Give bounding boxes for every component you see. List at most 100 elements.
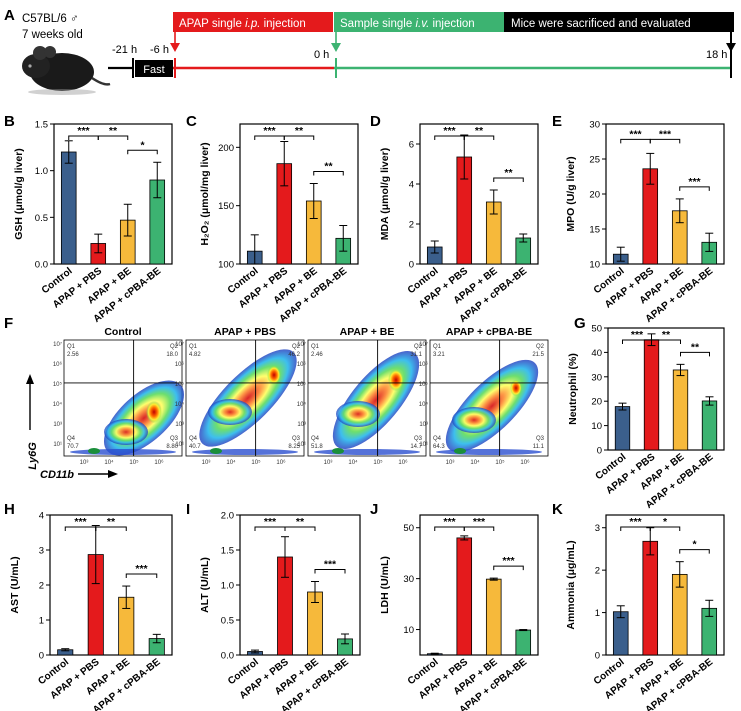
panel-label-c: C <box>186 113 197 130</box>
significance-bracket <box>651 339 681 344</box>
y-tick-label: 30 <box>589 120 600 131</box>
significance-bracket <box>649 526 681 531</box>
bar-charts: B 0.0 0.5 1.0 1.5 GSH (μmol/g liver) Control AP… <box>4 113 725 711</box>
flow-plot-title: APAP + PBS <box>214 326 276 338</box>
plot-frame <box>239 123 359 265</box>
quadrant-value: 21.5 <box>532 352 544 358</box>
plot-frame <box>605 514 725 656</box>
y-tick-label: 10 <box>403 625 414 636</box>
flow-y-tick: 10⁶ <box>297 361 307 368</box>
y-tick-label: 30 <box>403 574 414 585</box>
panel-label-f: F <box>4 315 13 332</box>
panel-label-j: J <box>370 501 378 518</box>
significance-bracket <box>127 149 158 155</box>
flow-x-tick: 10⁶ <box>276 459 286 466</box>
significance-bracket <box>313 171 344 176</box>
quadrant-name: Q2 <box>536 344 545 350</box>
flow-y-label: Ly6G <box>27 442 39 470</box>
panel-label-e: E <box>552 113 562 130</box>
timeline-panel: A C57BL/6 ♂ 7 weeks old -21 h -6 h Fast … <box>4 7 736 95</box>
plot-frame <box>419 123 539 265</box>
flow-plot-title: APAP + BE <box>340 326 395 338</box>
flow-y-tick: 10¹ <box>297 442 306 448</box>
flow-x-tick: 10⁴ <box>470 459 480 466</box>
panel-label-a: A <box>4 7 15 24</box>
quadrant-value: 64.3 <box>433 444 445 450</box>
significance-label: *** <box>263 125 276 137</box>
y-tick-label: 100 <box>218 260 234 271</box>
flow-x-label: CD11b <box>40 469 74 481</box>
y-tick-label: 0.5 <box>35 213 48 224</box>
quadrant-value: 14.7 <box>410 444 422 450</box>
quadrant-name: Q4 <box>189 436 198 442</box>
significance-label: ** <box>296 516 305 528</box>
mouse-strain-label: C57BL/6 ♂ <box>22 13 79 25</box>
y-tick-label: 150 <box>218 201 234 212</box>
y-axis-label: MPO (U/g liver) <box>565 156 577 231</box>
bar-control <box>612 611 629 656</box>
flow-plot-title: APAP + cPBA-BE <box>446 326 532 338</box>
mouse-icon <box>22 46 111 95</box>
significance-label: *** <box>443 125 456 137</box>
quadrant-value: 18.0 <box>166 352 178 358</box>
flow-x-tick: 10⁵ <box>373 459 383 466</box>
significance-label: *** <box>77 125 90 137</box>
significance-label: ** <box>475 125 484 137</box>
y-axis-label: MDA (μmol/g liver) <box>379 148 391 240</box>
significance-label: *** <box>629 516 642 528</box>
significance-bracket <box>680 351 710 357</box>
quadrant-value: 51.8 <box>311 444 323 450</box>
flow-x-tick: 10⁵ <box>251 459 261 466</box>
y-tick-label: 0.0 <box>35 260 48 271</box>
fast-box <box>135 60 173 77</box>
phase2-banner <box>334 12 504 32</box>
bar-control <box>60 151 77 265</box>
plot-frame <box>419 514 539 656</box>
significance-label: *** <box>659 128 672 140</box>
y-tick-label: 0 <box>595 651 600 662</box>
flow-plot-1: Control Q1 2.56 Q2 18.0 Q3 8.80 Q4 70.7 10³ 10⁴ 10⁵… <box>53 326 185 466</box>
y-tick-label: 0.0 <box>221 651 234 662</box>
significance-bracket <box>95 526 127 531</box>
flow-y-tick: 10⁴ <box>419 401 429 408</box>
phase1-arrow <box>170 43 180 52</box>
flow-y-tick: 10⁶ <box>419 361 429 368</box>
significance-label: * <box>663 516 668 528</box>
time-0h: 0 h <box>314 49 329 61</box>
y-tick-label: 50 <box>591 324 602 335</box>
baseline-events <box>192 449 298 455</box>
y-tick-label: 20 <box>591 397 602 408</box>
flow-y-tick: 10⁷ <box>53 341 62 348</box>
significance-bracket <box>125 573 158 579</box>
phase1-banner <box>173 12 333 32</box>
flow-y-tick: 10³ <box>53 422 62 428</box>
quadrant-value: 40.7 <box>189 444 201 450</box>
quadrant-name: Q4 <box>433 436 442 442</box>
significance-bracket <box>463 526 495 531</box>
flow-y-tick: 10⁵ <box>419 381 429 388</box>
significance-bracket <box>97 135 129 140</box>
y-tick-label: 2 <box>595 566 600 577</box>
bar-apap-be <box>672 369 689 451</box>
panel-label-i: I <box>186 501 190 518</box>
flow-plot-2: APAP + PBS Q1 4.82 Q2 46.2 Q3 8.25 Q4 40.7 10³ 10⁴… <box>175 326 305 466</box>
density-cloud <box>199 349 297 447</box>
quadrant-name: Q1 <box>433 344 442 350</box>
y-axis-label: ALT (U/mL) <box>199 557 211 613</box>
y-tick-label: 0 <box>39 651 44 662</box>
flow-plot-title: Control <box>104 326 141 338</box>
significance-label: * <box>140 139 145 151</box>
significance-label: *** <box>631 329 644 341</box>
flow-x-tick: 10³ <box>202 460 211 466</box>
significance-bracket <box>649 138 681 144</box>
y-tick-label: 1.5 <box>221 546 234 557</box>
flow-y-tick: 10³ <box>297 422 306 428</box>
y-tick-label: 4 <box>409 180 414 191</box>
flow-x-tick: 10⁶ <box>398 459 408 466</box>
